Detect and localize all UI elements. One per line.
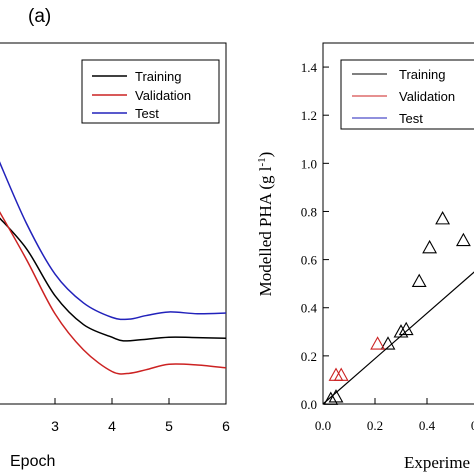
right-x-ticks: 0.0 0.2 0.4 0.6	[315, 398, 474, 433]
right-point-training-4	[398, 321, 414, 336]
right-y-tick-label-0: 0.0	[301, 397, 317, 412]
right-legend-test-label: Test	[399, 111, 423, 126]
left-x-tick-label-1: 4	[108, 418, 116, 434]
right-y-tick-label-1: 0.2	[301, 349, 317, 364]
right-regression-line	[322, 271, 474, 405]
right-fit-line	[322, 271, 474, 405]
left-x-tick-label-0: 3	[51, 418, 59, 434]
left-series-test-line	[0, 161, 227, 321]
right-y-tick-label-7: 1.4	[301, 60, 318, 75]
left-legend-training-label: Training	[135, 69, 181, 84]
left-series-lines	[0, 161, 227, 375]
left-legend-validation-label: Validation	[135, 88, 191, 103]
right-point-training-5	[411, 273, 427, 288]
left-legend-test-label: Test	[135, 106, 159, 121]
right-y-tick-label-4: 0.8	[301, 204, 317, 219]
right-point-training-8	[455, 232, 471, 247]
right-legend-validation-label: Validation	[399, 89, 455, 104]
right-legend: Training Validation Test	[340, 59, 474, 130]
left-legend: Training Validation Test	[81, 59, 220, 124]
right-y-axis-label-main: Modelled PHA (g l	[256, 166, 275, 296]
right-y-ticks: 0.0 0.2 0.4 0.6 0.8 1.0 1.2 1.4	[301, 60, 329, 412]
right-plot-frame	[322, 42, 474, 405]
right-point-training-2	[380, 336, 396, 350]
left-x-tick-label-3: 6	[222, 418, 230, 434]
right-y-tick-label-5: 1.0	[301, 156, 317, 171]
right-x-tick-label-2: 0.4	[419, 418, 436, 433]
right-y-tick-label-2: 0.4	[301, 301, 318, 316]
right-y-axis-label: Modelled PHA (g l-1)	[256, 152, 275, 297]
left-x-tick-label-2: 5	[165, 418, 173, 434]
left-x-axis-label: Epoch	[10, 453, 55, 470]
right-x-axis-label: Experime	[404, 453, 470, 472]
panel-label: (a)	[28, 6, 51, 27]
right-points	[323, 211, 471, 405]
right-x-tick-label-3: 0.6	[471, 418, 474, 433]
left-x-ticks: 3 4 5 6	[51, 398, 230, 434]
right-x-tick-label-1: 0.2	[367, 418, 383, 433]
right-point-validation-1	[333, 367, 349, 381]
right-point-training-3	[393, 324, 409, 338]
right-y-tick-label-3: 0.6	[301, 253, 318, 268]
parity-scatter-chart: 0.0 0.2 0.4 0.6 0.8 1.0 1.2 1.4 0.0 0.2 0.4 0.6 Mo…	[256, 42, 474, 472]
right-point-training-0	[323, 391, 339, 405]
right-y-tick-label-6: 1.2	[301, 108, 317, 123]
left-series-validation-line	[0, 211, 227, 375]
right-point-training-6	[422, 239, 438, 254]
right-x-tick-label-0: 0.0	[315, 418, 331, 433]
right-y-axis-label-close: )	[256, 152, 275, 158]
right-y-axis-label-sup: -1	[256, 157, 268, 166]
training-curve-chart: 3 4 5 6 Epoch Training Validation Test	[0, 42, 230, 470]
left-series-training-line	[0, 217, 227, 342]
right-point-training-7	[435, 211, 451, 225]
right-legend-training-label: Training	[399, 67, 445, 82]
right-point-training-1	[328, 389, 344, 403]
right-point-validation-2	[370, 336, 386, 350]
